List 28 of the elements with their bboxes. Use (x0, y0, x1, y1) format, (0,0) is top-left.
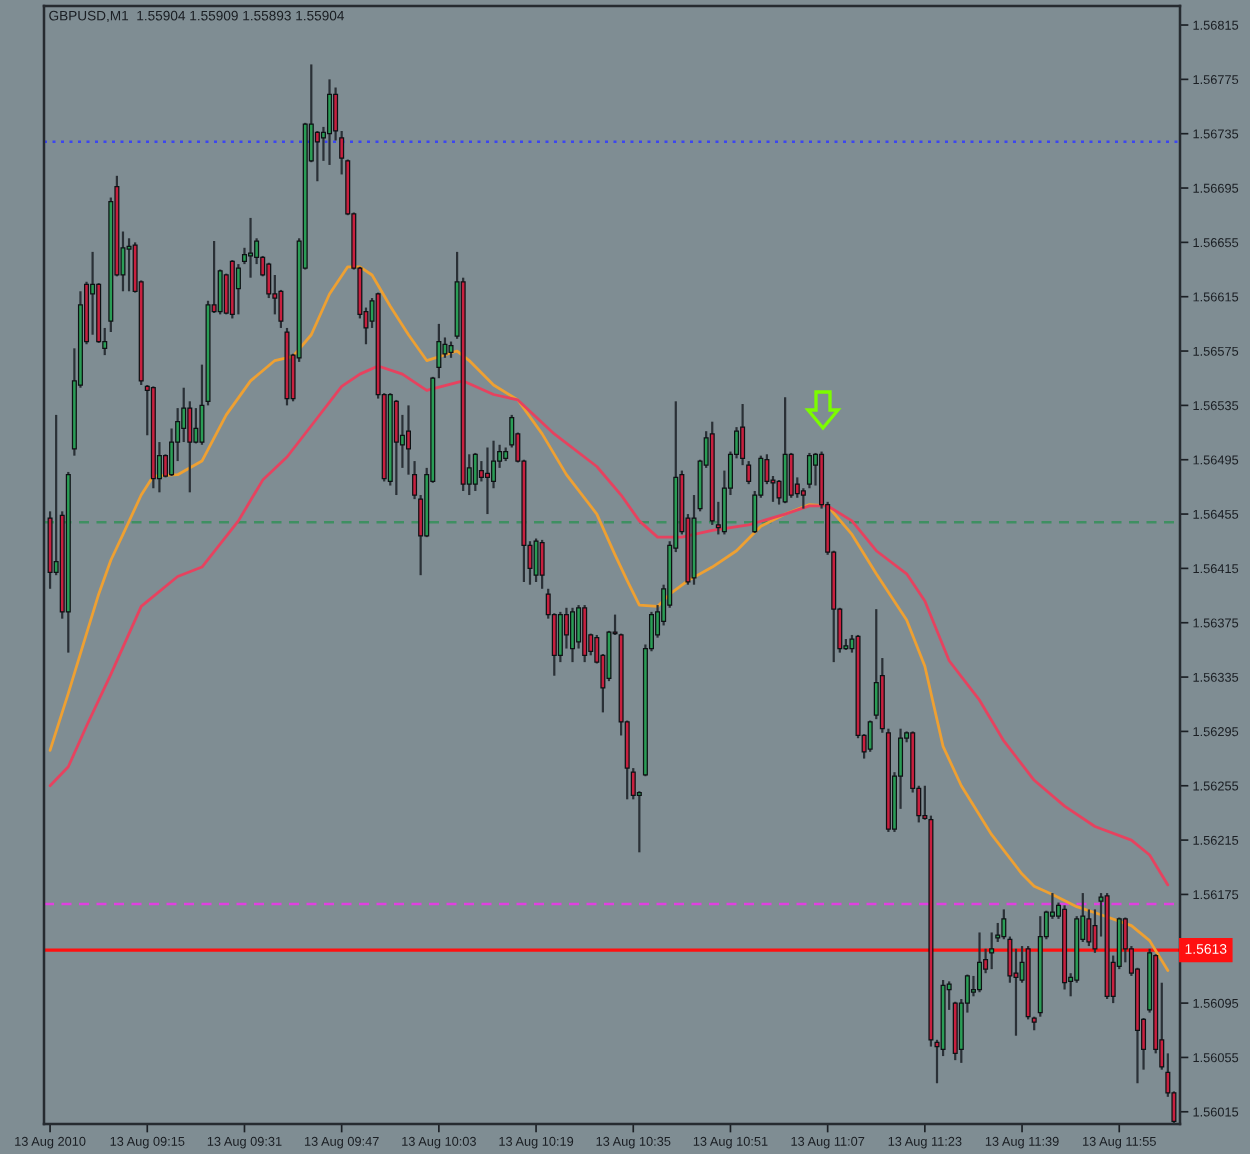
candlestick (327, 78, 333, 167)
candlestick (873, 608, 879, 721)
candlestick (788, 451, 794, 499)
candlestick (557, 610, 563, 664)
candlestick (570, 606, 576, 664)
candlestick (989, 931, 995, 971)
candlestick (582, 603, 588, 664)
candlestick (867, 719, 873, 753)
candlestick (806, 451, 812, 490)
candlestick (248, 216, 254, 279)
candlestick (977, 931, 983, 994)
candlestick (484, 446, 490, 516)
candlestick (393, 398, 399, 497)
candlestick (539, 538, 545, 590)
candlestick (436, 322, 442, 380)
candlestick (740, 402, 746, 467)
candlestick (314, 129, 320, 183)
candlestick (782, 396, 788, 505)
candlestick (235, 262, 241, 316)
candlestick (472, 451, 478, 493)
candlestick (90, 250, 96, 336)
candlestick (746, 459, 752, 486)
candlestick (1001, 908, 1007, 941)
candlestick (533, 537, 539, 584)
candlestick (126, 237, 132, 293)
line-series (48, 265, 1170, 972)
candlestick (193, 406, 199, 445)
line-series (48, 364, 1170, 887)
